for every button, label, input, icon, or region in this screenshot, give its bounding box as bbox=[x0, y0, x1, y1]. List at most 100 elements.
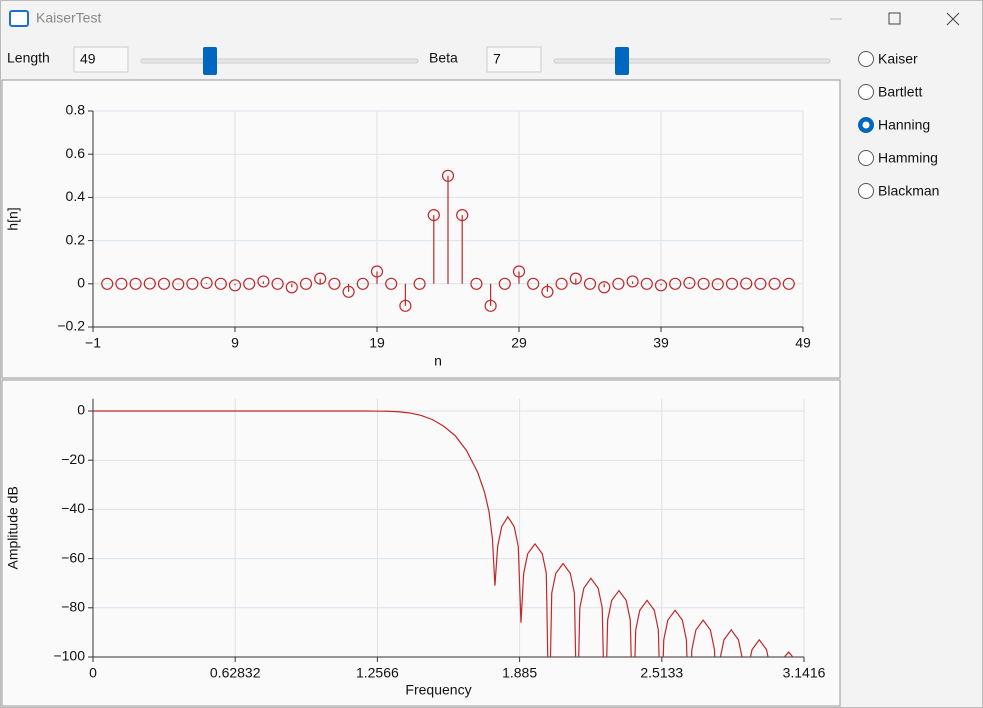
x-tick-label: 1.2566 bbox=[356, 665, 399, 681]
app-icon bbox=[9, 10, 29, 27]
y-tick-label: 0.8 bbox=[66, 102, 86, 118]
stem-marker bbox=[612, 277, 625, 290]
stem-marker bbox=[342, 285, 355, 298]
stem-marker bbox=[527, 277, 540, 290]
x-tick-label: 19 bbox=[369, 335, 385, 351]
stem-marker bbox=[541, 285, 554, 298]
stem-marker bbox=[683, 276, 696, 290]
stem-marker bbox=[285, 281, 298, 294]
stem-marker bbox=[257, 275, 270, 288]
radio-label: Hanning bbox=[878, 117, 930, 133]
y-tick-label: 0 bbox=[77, 402, 85, 418]
x-tick-label: 29 bbox=[511, 335, 527, 351]
x-axis-label: Frequency bbox=[405, 682, 471, 698]
stem-marker bbox=[427, 209, 440, 222]
stem-marker bbox=[356, 277, 369, 290]
stem-marker bbox=[157, 277, 171, 290]
stem-marker bbox=[512, 265, 526, 278]
y-axis-label: h[n] bbox=[5, 207, 21, 230]
x-tick-label: 0.62832 bbox=[210, 665, 261, 681]
length-value: 49 bbox=[80, 51, 96, 67]
stem-marker bbox=[214, 277, 227, 290]
beta-slider-track[interactable] bbox=[553, 58, 831, 64]
stem-marker bbox=[498, 277, 511, 290]
stem-marker bbox=[626, 275, 639, 288]
radio-button[interactable] bbox=[858, 150, 874, 166]
stem-marker bbox=[456, 209, 469, 222]
maximize-button[interactable] bbox=[888, 12, 901, 25]
x-tick-label: −1 bbox=[85, 335, 101, 351]
y-axis-label: Amplitude dB bbox=[5, 486, 21, 569]
stem-marker bbox=[186, 277, 199, 290]
close-button[interactable] bbox=[946, 12, 960, 26]
x-tick-label: 1.885 bbox=[502, 665, 537, 681]
stem-marker bbox=[555, 277, 568, 290]
x-tick-label: 9 bbox=[231, 335, 239, 351]
stem-marker bbox=[768, 277, 781, 290]
stem-marker bbox=[271, 277, 284, 290]
stem-marker bbox=[314, 272, 327, 285]
radio-label: Hamming bbox=[878, 150, 938, 166]
radio-label: Kaiser bbox=[878, 51, 918, 67]
x-tick-label: 2.5133 bbox=[640, 665, 683, 681]
y-tick-label: −40 bbox=[61, 500, 85, 516]
x-tick-label: 49 bbox=[795, 335, 811, 351]
length-textbox[interactable] bbox=[73, 46, 129, 73]
radio-button[interactable] bbox=[858, 84, 874, 100]
stem-marker bbox=[697, 277, 710, 290]
stem-marker bbox=[129, 277, 142, 290]
plot-panel-2 bbox=[1, 379, 841, 707]
stem-marker bbox=[143, 277, 156, 290]
stem-marker bbox=[172, 278, 185, 291]
stem-marker bbox=[413, 277, 426, 290]
length-slider-track[interactable] bbox=[140, 58, 419, 64]
window-title: KaiserTest bbox=[36, 10, 101, 26]
y-tick-label: −0.2 bbox=[57, 318, 85, 334]
beta-slider-thumb[interactable] bbox=[615, 47, 629, 75]
beta-textbox[interactable] bbox=[486, 46, 542, 73]
radio-dot bbox=[862, 121, 870, 129]
stem-marker bbox=[725, 277, 739, 290]
radio-label: Bartlett bbox=[878, 84, 922, 100]
stem-marker bbox=[640, 277, 653, 290]
response-line bbox=[93, 410, 794, 657]
beta-value: 7 bbox=[493, 51, 501, 67]
stem-marker bbox=[441, 169, 455, 182]
x-tick-label: 3.1416 bbox=[783, 665, 826, 681]
stem-marker bbox=[115, 277, 128, 290]
stem-marker bbox=[228, 279, 242, 292]
y-tick-label: 0.6 bbox=[66, 145, 86, 161]
stem-marker bbox=[299, 277, 313, 290]
stem-marker bbox=[200, 276, 213, 290]
length-label: Length bbox=[7, 50, 50, 66]
stem-marker bbox=[470, 277, 483, 290]
x-axis-label: n bbox=[434, 353, 442, 369]
y-tick-label: −100 bbox=[53, 648, 85, 664]
beta-label: Beta bbox=[429, 50, 458, 66]
y-tick-label: 0.4 bbox=[66, 188, 86, 204]
stem-marker bbox=[782, 277, 795, 290]
length-slider-thumb[interactable] bbox=[203, 47, 217, 75]
radio-button[interactable] bbox=[858, 183, 874, 199]
radio-button[interactable] bbox=[858, 51, 874, 67]
stem-marker bbox=[569, 272, 582, 285]
stem-marker bbox=[101, 277, 114, 290]
y-tick-label: −60 bbox=[61, 549, 85, 565]
stem-marker bbox=[754, 277, 767, 290]
x-tick-label: 39 bbox=[653, 335, 669, 351]
stem-marker bbox=[243, 277, 256, 290]
y-tick-label: 0 bbox=[77, 275, 85, 291]
y-tick-label: 0.2 bbox=[66, 231, 86, 247]
x-tick-label: 0 bbox=[89, 665, 97, 681]
stem-marker bbox=[385, 277, 398, 290]
y-tick-label: −80 bbox=[61, 599, 85, 615]
plot-panel-1 bbox=[1, 79, 841, 379]
stem-marker bbox=[740, 277, 753, 290]
y-tick-label: −20 bbox=[61, 451, 85, 467]
stem-marker bbox=[370, 265, 384, 278]
radio-label: Blackman bbox=[878, 183, 939, 199]
stem-marker bbox=[328, 277, 341, 290]
stem-marker bbox=[598, 281, 611, 294]
stem-marker bbox=[711, 278, 724, 291]
